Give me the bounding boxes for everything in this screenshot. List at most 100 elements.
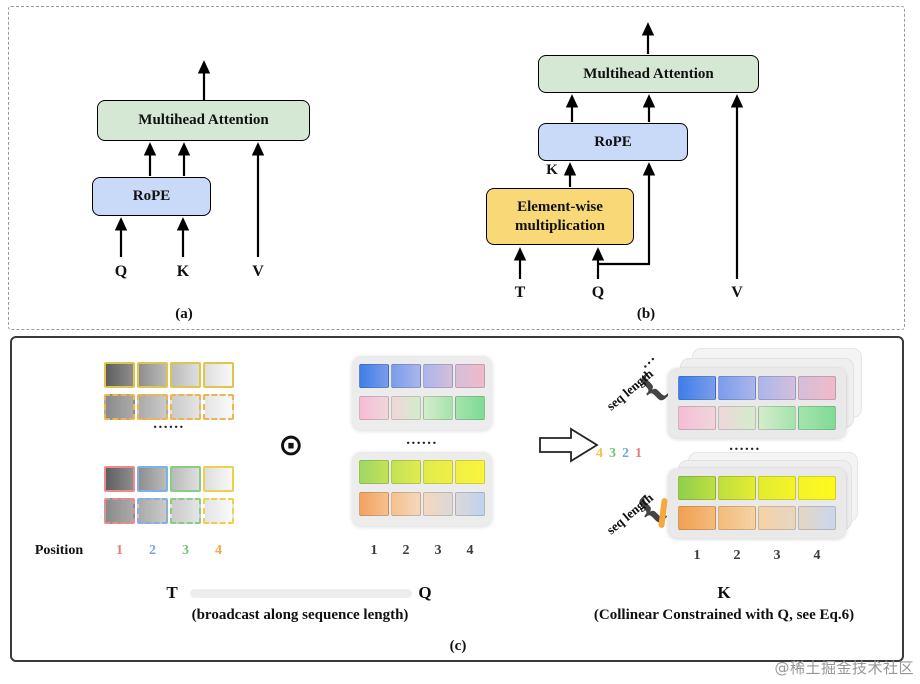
- k-position-number-1: 1: [693, 548, 701, 563]
- t-position-number-3: 3: [182, 543, 189, 558]
- panel-a-input-q-label: Q: [114, 263, 128, 280]
- k-position-number-3: 3: [773, 548, 781, 563]
- gradient-tile: [423, 460, 453, 484]
- gradient-tile: [359, 460, 389, 484]
- gradient-tile: [718, 406, 756, 430]
- k-group-label: K: [717, 583, 731, 602]
- t-tile-row-4: [104, 498, 234, 524]
- gradient-tile: [758, 406, 796, 430]
- gradient-tile: [423, 364, 453, 388]
- gradient-tile: [678, 506, 716, 530]
- gradient-tile: [455, 364, 485, 388]
- t-ellipsis: ......: [153, 416, 185, 432]
- position-label: Position: [34, 543, 84, 558]
- q-tile-row-4: [359, 492, 485, 516]
- gradient-tile: [758, 376, 796, 400]
- gradient-tile: [455, 460, 485, 484]
- gradient-tile: [359, 364, 389, 388]
- t-position-number-4: 4: [215, 543, 222, 558]
- panel-a-input-v-label: V: [252, 263, 264, 280]
- panel-b-multihead-attention-label: Multihead Attention: [583, 65, 714, 82]
- panel-b-rope-box: RoPE: [538, 123, 688, 161]
- gradient-tile: [391, 396, 421, 420]
- panel-a-multihead-attention-label: Multihead Attention: [138, 112, 269, 129]
- gradient-tile: [137, 466, 168, 492]
- q-position-number-1: 1: [370, 543, 378, 558]
- panel-a-input-k-label: K: [176, 263, 190, 280]
- k-seq-position-numbers: 4 3 2 1: [596, 446, 642, 462]
- gradient-tile: [137, 394, 168, 420]
- k-top-tile-row-1: [678, 376, 836, 400]
- gradient-tile: [678, 376, 716, 400]
- gradient-tile: [718, 506, 756, 530]
- gradient-tile: [423, 492, 453, 516]
- bottom-panel-border: [10, 336, 904, 662]
- gradient-tile: [203, 362, 234, 388]
- k-middle-ellipsis: ......: [729, 438, 761, 454]
- gradient-tile: [718, 376, 756, 400]
- gradient-tile: [104, 362, 135, 388]
- panel-a-rope-box: RoPE: [92, 177, 211, 216]
- q-ellipsis: ......: [406, 432, 438, 448]
- gradient-tile: [203, 394, 234, 420]
- broadcast-caption: (broadcast along sequence length): [191, 607, 409, 623]
- gradient-tile: [798, 376, 836, 400]
- gradient-tile: [678, 406, 716, 430]
- k-bottom-tile-row-1: [678, 476, 836, 500]
- k-position-number-2: 2: [733, 548, 741, 563]
- gradient-tile: [170, 394, 201, 420]
- top-panel-border: [8, 6, 905, 330]
- gradient-tile: [678, 476, 716, 500]
- t-group-label: T: [166, 583, 178, 602]
- gradient-tile: [170, 466, 201, 492]
- gradient-tile: [137, 362, 168, 388]
- panel-b-k-wire-label: K: [546, 162, 558, 178]
- gradient-tile: [798, 506, 836, 530]
- q-group-label: Q: [418, 583, 432, 602]
- gradient-tile: [359, 396, 389, 420]
- t-position-number-2: 2: [149, 543, 156, 558]
- gradient-tile: [455, 492, 485, 516]
- k-position-number-4: 4: [813, 548, 821, 563]
- t-tile-row-3: [104, 466, 234, 492]
- gradient-tile: [137, 498, 168, 524]
- panel-b-caption: (b): [636, 306, 656, 322]
- gradient-tile: [391, 364, 421, 388]
- gradient-tile: [170, 362, 201, 388]
- elementwise-product-operator-icon: ⊙: [278, 428, 304, 463]
- panel-b-elementwise-multiplication-box: Element-wise multiplication: [486, 188, 634, 245]
- panel-a-multihead-attention-box: Multihead Attention: [97, 100, 310, 141]
- gradient-tile: [423, 396, 453, 420]
- q-tile-row-1: [359, 364, 485, 388]
- q-position-number-4: 4: [466, 543, 474, 558]
- seq-number-1: 1: [635, 446, 642, 461]
- gradient-tile: [798, 406, 836, 430]
- gradient-tile: [170, 498, 201, 524]
- gradient-tile: [718, 476, 756, 500]
- panel-b-input-q-label: Q: [591, 284, 605, 301]
- gradient-tile: [104, 394, 135, 420]
- gradient-tile: [104, 466, 135, 492]
- gradient-tile: [798, 476, 836, 500]
- q-tile-row-2: [359, 396, 485, 420]
- gradient-tile: [359, 492, 389, 516]
- panel-b-input-v-label: V: [731, 284, 743, 301]
- k-top-tile-row-2: [678, 406, 836, 430]
- gradient-tile: [203, 466, 234, 492]
- q-position-number-3: 3: [434, 543, 442, 558]
- watermark-text: @稀土掘金技术社区: [774, 659, 914, 677]
- k-bottom-tile-row-2: [678, 506, 836, 530]
- gradient-tile: [758, 506, 796, 530]
- gradient-tile: [455, 396, 485, 420]
- seq-number-3: 3: [609, 446, 616, 461]
- broadcast-underline-bar: [190, 589, 412, 598]
- panel-b-input-t-label: T: [514, 284, 526, 301]
- t-tile-row-2: [104, 394, 234, 420]
- panel-a-caption: (a): [175, 306, 193, 322]
- q-tile-row-3: [359, 460, 485, 484]
- q-position-number-2: 2: [402, 543, 410, 558]
- panel-b-rope-label: RoPE: [594, 133, 632, 150]
- gradient-tile: [391, 492, 421, 516]
- t-tile-row-1: [104, 362, 234, 388]
